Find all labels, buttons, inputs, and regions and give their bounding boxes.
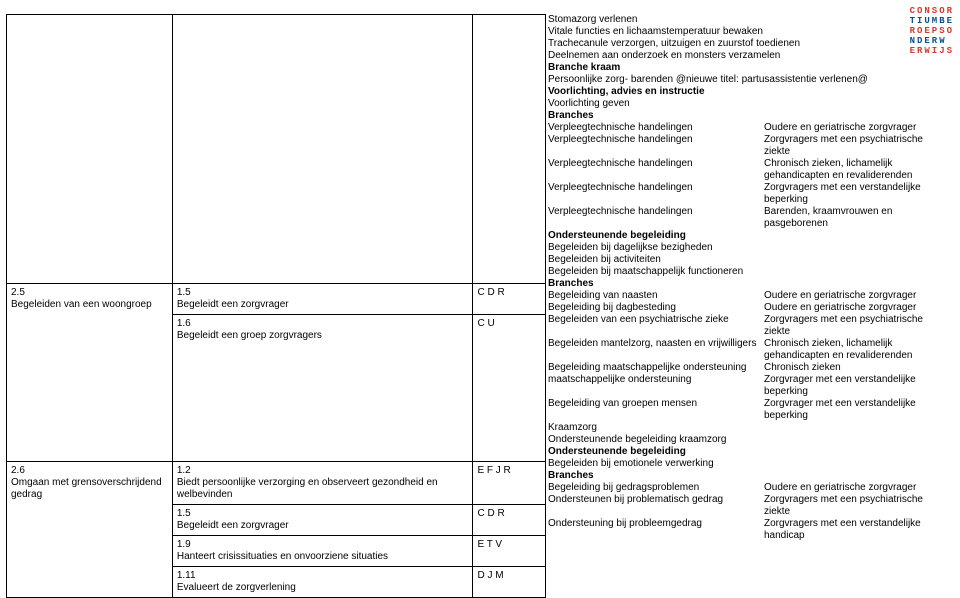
pair-right: Zorgvrager met een verstandelijke beperk… (764, 398, 946, 422)
pair-left: Begeleiden van een psychiatrische zieke (548, 314, 764, 338)
subtitle: Biedt persoonlijke verzorging en observe… (177, 477, 469, 501)
subtitle: Begeleidt een zorgvrager (177, 299, 469, 311)
code: 2.6 (11, 465, 168, 477)
title: Omgaan met grensoverschrijdend gedrag (11, 477, 168, 501)
pair-left: Ondersteunen bij problematisch gedrag (548, 494, 764, 518)
subtitle: Hanteert crisissituaties en onvoorziene … (177, 551, 469, 563)
text-line: Begeleiden bij emotionele verwerking (548, 458, 946, 470)
pair-right: Zorgvragers met een psychiatrische ziekt… (764, 494, 946, 518)
pair-left: Begeleiding van naasten (548, 290, 764, 302)
pair-left: Begeleiden mantelzorg, naasten en vrijwi… (548, 338, 764, 362)
pair-right: Oudere en geriatrische zorgvrager (764, 302, 946, 314)
pair-right: Zorgvragers met een verstandelijke beper… (764, 182, 946, 206)
table-cell (7, 15, 173, 284)
pair-right: Chronisch zieken (764, 362, 946, 374)
heading: Voorlichting, advies en instructie (548, 86, 946, 98)
table-cell: 1.2 Biedt persoonlijke verzorging en obs… (172, 462, 473, 505)
table-cell (473, 15, 546, 284)
pair-left: Begeleiding maatschappelijke ondersteuni… (548, 362, 764, 374)
text-line: Persoonlijke zorg- barenden @nieuwe tite… (548, 74, 946, 86)
title: Begeleiden van een woongroep (11, 299, 168, 311)
table-cell: 2.5 Begeleiden van een woongroep (7, 284, 173, 462)
heading: Ondersteunende begeleiding (548, 446, 946, 458)
pair-left: Begeleiding bij gedragsproblemen (548, 482, 764, 494)
table-cell: E F J R (473, 462, 546, 505)
text-line: Vitale functies en lichaamstemperatuur b… (548, 26, 946, 38)
pair-right: Oudere en geriatrische zorgvrager (764, 290, 946, 302)
pair-right: Zorgvragers met een verstandelijke handi… (764, 518, 946, 542)
pair-right: Chronisch zieken, lichamelijk gehandicap… (764, 338, 946, 362)
table-cell (172, 15, 473, 284)
table-cell: D J M (473, 567, 546, 598)
text-line: Kraamzorg (548, 422, 946, 434)
pair-right: Zorgvragers met een psychiatrische ziekt… (764, 314, 946, 338)
table-cell: C D R (473, 284, 546, 315)
pair-left: Begeleiding bij dagbesteding (548, 302, 764, 314)
table-cell: 1.5 Begeleidt een zorgvrager (172, 505, 473, 536)
table-cell: C D R (473, 505, 546, 536)
subtitle: Begeleidt een groep zorgvragers (177, 330, 469, 342)
pair-left: Verpleegtechnische handelingen (548, 134, 764, 158)
pair-right: Oudere en geriatrische zorgvrager (764, 122, 946, 134)
text-line: Voorlichting geven (548, 98, 946, 110)
code: 2.5 (11, 287, 168, 299)
heading: Branches (548, 470, 946, 482)
text-line: Begeleiden bij maatschappelijk functione… (548, 266, 946, 278)
table-cell: C U (473, 315, 546, 462)
pair-left: Verpleegtechnische handelingen (548, 158, 764, 182)
competency-table: 2.5 Begeleiden van een woongroep 1.5 Beg… (6, 14, 546, 598)
subcode: 1.5 (177, 508, 469, 520)
pair-right: Zorgvrager met een verstandelijke beperk… (764, 374, 946, 398)
table-cell: 2.6 Omgaan met grensoverschrijdend gedra… (7, 462, 173, 598)
subtitle: Begeleidt een zorgvrager (177, 520, 469, 532)
context-text: Stomazorg verlenen Vitale functies en li… (548, 14, 946, 542)
pair-left: maatschappelijke ondersteuning (548, 374, 764, 398)
subcode: 1.2 (177, 465, 469, 477)
pair-left: Verpleegtechnische handelingen (548, 122, 764, 134)
table-cell: 1.5 Begeleidt een zorgvrager (172, 284, 473, 315)
pair-right: Oudere en geriatrische zorgvrager (764, 482, 946, 494)
text-line: Trachecanule verzorgen, uitzuigen en zuu… (548, 38, 946, 50)
subtitle: Evalueert de zorgverlening (177, 582, 469, 594)
heading: Ondersteunende begeleiding (548, 230, 946, 242)
text-line: Ondersteunende begeleiding kraamzorg (548, 434, 946, 446)
heading: Branche kraam (548, 62, 946, 74)
pair-right: Barenden, kraamvrouwen en pasgeborenen (764, 206, 946, 230)
subcode: 1.5 (177, 287, 469, 299)
subcode: 1.9 (177, 539, 469, 551)
subcode: 1.11 (177, 570, 469, 582)
pair-left: Verpleegtechnische handelingen (548, 206, 764, 230)
pair-left: Begeleiding van groepen mensen (548, 398, 764, 422)
pair-right: Chronisch zieken, lichamelijk gehandicap… (764, 158, 946, 182)
pair-right: Zorgvragers met een psychiatrische ziekt… (764, 134, 946, 158)
table-cell: 1.6 Begeleidt een groep zorgvragers (172, 315, 473, 462)
text-line: Stomazorg verlenen (548, 14, 946, 26)
pair-left: Ondersteuning bij probleemgedrag (548, 518, 764, 542)
table-cell: 1.11 Evalueert de zorgverlening (172, 567, 473, 598)
text-line: Deelnemen aan onderzoek en monsters verz… (548, 50, 946, 62)
heading: Branches (548, 278, 946, 290)
text-line: Begeleiden bij dagelijkse bezigheden (548, 242, 946, 254)
subcode: 1.6 (177, 318, 469, 330)
pair-left: Verpleegtechnische handelingen (548, 182, 764, 206)
heading: Branches (548, 110, 946, 122)
text-line: Begeleiden bij activiteiten (548, 254, 946, 266)
